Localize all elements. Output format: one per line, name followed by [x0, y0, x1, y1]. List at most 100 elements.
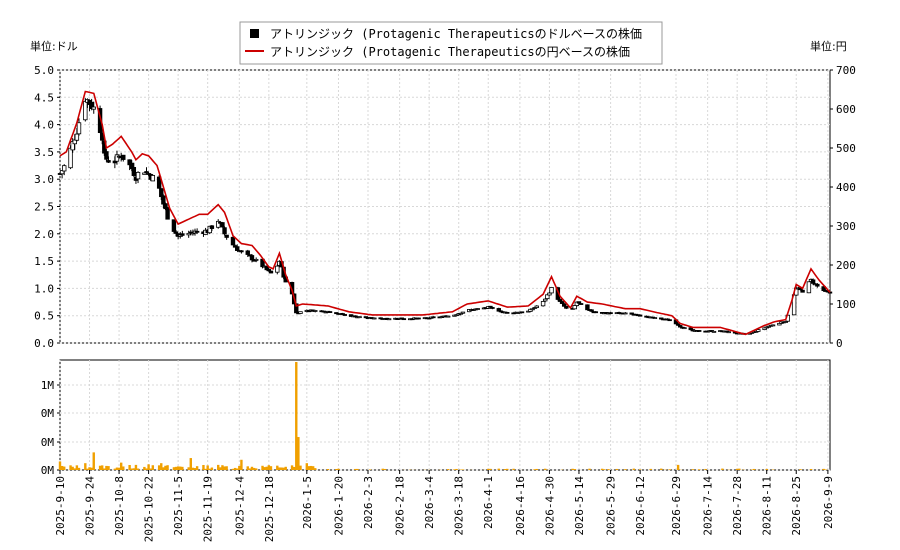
candle-body [235, 246, 240, 251]
left-tick-label: 1.0 [34, 282, 54, 295]
volume-bar [103, 468, 106, 470]
volume-bar [489, 468, 492, 470]
volume-bar [292, 466, 296, 470]
volume-bar [206, 465, 209, 470]
candle-body [675, 323, 681, 326]
volume-bar [132, 468, 136, 470]
volume-bar [250, 466, 254, 470]
candle-body [161, 195, 166, 205]
candle-body [589, 309, 594, 312]
candle-body [372, 317, 377, 320]
candle-body [578, 303, 584, 305]
candle-body [475, 308, 480, 310]
volume-bar [632, 468, 636, 470]
volume-bar [649, 468, 652, 470]
volume-bar [115, 467, 119, 470]
x-tick-label: 2026-9-9 [822, 476, 835, 529]
x-tick-label: 2026-7-14 [702, 476, 715, 536]
candle-body [216, 220, 221, 228]
volume-bar [282, 467, 285, 470]
x-tick-label: 2026-7-28 [731, 476, 744, 536]
volume-bar [600, 468, 604, 470]
volume-bar [208, 468, 211, 470]
volume-bar [105, 465, 108, 470]
candle-body [268, 270, 274, 274]
volume-bar [799, 469, 802, 470]
legend-jpy-label: アトリンジック (Protagenic Therapeuticsの円ベースの株価 [270, 44, 630, 59]
candle-body [770, 324, 776, 327]
candle-body [445, 315, 451, 318]
volume-bar [246, 466, 249, 470]
volume-bar [136, 468, 140, 470]
right-tick-label: 0 [836, 337, 843, 350]
volume-bar [217, 464, 220, 470]
volume-bar [383, 468, 387, 470]
x-tick-label: 2025-11-19 [202, 476, 215, 542]
volume-bar [100, 465, 104, 470]
volume-bar [668, 469, 671, 470]
candle-body [245, 250, 250, 255]
candle-body [142, 172, 147, 175]
candle-body [519, 311, 525, 314]
candlesticks [57, 98, 833, 335]
candle-body [106, 160, 111, 163]
volume-bar [721, 468, 724, 470]
candle-body [637, 314, 643, 317]
volume-bar [704, 468, 707, 470]
volume-bar [63, 466, 66, 470]
volume-bar [765, 468, 768, 470]
candle-body [783, 321, 788, 323]
volume-bar [506, 468, 509, 470]
volume-bar [354, 468, 357, 470]
x-tick-label: 2025-12-4 [233, 476, 246, 536]
volume-bar [236, 468, 239, 470]
candle-body [652, 317, 658, 320]
volume-bar [261, 465, 264, 470]
volume-bar [573, 469, 576, 470]
candle-body [530, 308, 535, 311]
volume-bar [314, 468, 317, 470]
volume-bar [535, 468, 538, 470]
volume-bar [179, 466, 182, 470]
candle-body [327, 311, 333, 313]
x-tick-label: 2026-2-3 [362, 476, 375, 529]
candle-body [131, 167, 137, 176]
volume-bar [92, 452, 95, 470]
volume-bar [698, 469, 701, 470]
right-tick-label: 500 [836, 142, 856, 155]
candle-body [171, 219, 177, 232]
volume-bar [252, 467, 256, 470]
volume-bar [166, 465, 169, 470]
volume-bar [822, 468, 825, 470]
volume-bar [69, 465, 72, 470]
x-tick-label: 2026-5-29 [605, 476, 618, 536]
right-tick-label: 300 [836, 220, 856, 233]
x-axis-ticks: 2025-9-10 2025-9-24 2025-10-8 2025-10-22 202… [54, 470, 835, 542]
volume-bar [276, 465, 279, 470]
left-tick-label: 5.0 [34, 64, 54, 77]
volume-bar [503, 469, 507, 470]
candle-body [150, 175, 156, 182]
volume-bar [90, 467, 93, 470]
volume-bar [176, 466, 180, 470]
candle-body [576, 301, 582, 304]
left-tick-label: 2.5 [34, 201, 54, 214]
x-tick-label: 2025-11-5 [172, 476, 185, 536]
volume-bar [455, 468, 458, 470]
volume-bar [544, 468, 547, 470]
x-tick-label: 2026-6-12 [634, 476, 647, 536]
volume-bar [265, 466, 268, 470]
candle-body [800, 289, 805, 293]
x-tick-label: 2026-1-20 [332, 476, 345, 536]
left-tick-label: 2.0 [34, 228, 54, 241]
volume-bar [607, 469, 610, 470]
right-tick-label: 200 [836, 259, 856, 272]
x-tick-label: 2026-4-1 [482, 476, 495, 529]
volume-bar [75, 465, 79, 470]
volume-bar [151, 465, 155, 470]
price-axis-ticks: 0.0 0.5 1.0 1.5 2.0 2.5 3.0 3.5 4.0 4.5 5.0 0 100 200… [34, 64, 856, 350]
candle-body [275, 265, 280, 273]
candle-body [564, 305, 569, 309]
candle-body [667, 319, 672, 322]
volume-bar [145, 468, 148, 470]
